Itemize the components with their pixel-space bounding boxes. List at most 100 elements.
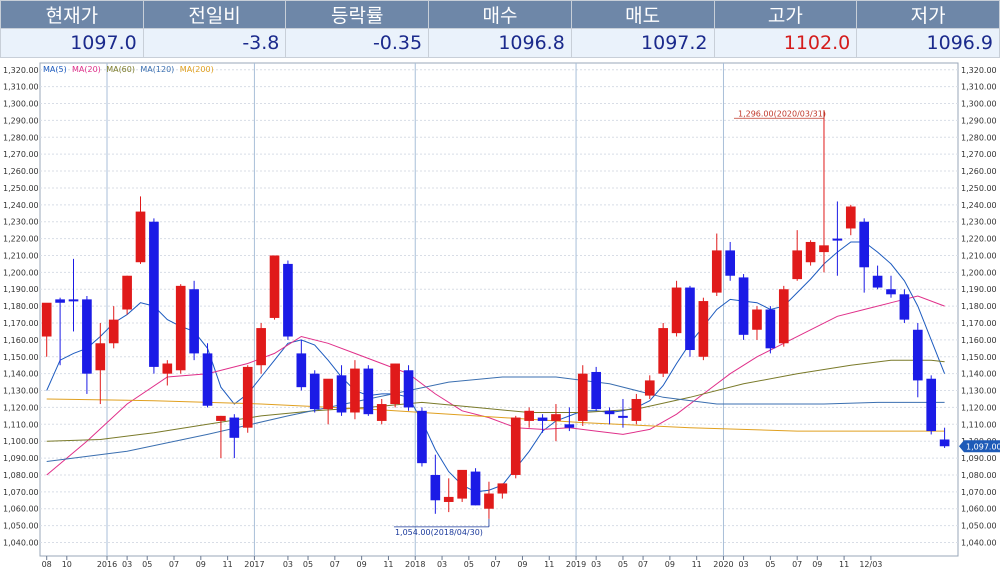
x-tick-label: 07 [638,560,648,569]
ma-line-ma20 [46,295,945,476]
x-tick-label: 09 [812,560,822,569]
y-tick-label-left: 1,310.00 [3,83,39,92]
y-tick-label-right: 1,140.00 [961,370,997,379]
value-current-price: 1097.0 [0,28,144,58]
x-tick-label: 05 [464,560,474,569]
candle-body-up [644,380,655,396]
candle-body-up [671,287,682,334]
y-tick-label-right: 1,040.00 [961,538,997,547]
y-tick-label-right: 1,280.00 [961,133,997,142]
candle-body-up [323,378,333,410]
candle-body-down [336,375,347,413]
y-tick-label-right: 1,110.00 [961,420,997,429]
candle-body-up [390,363,400,405]
y-tick-label-right: 1,160.00 [961,336,997,345]
y-tick-label-right: 1,060.00 [961,505,997,514]
last-price-label: 1,097.00 [966,442,1000,451]
x-tick-label: 05 [765,560,775,569]
header-high: 고가 [713,0,858,29]
x-tick-label: 2019 [566,560,586,569]
candle-body-down [189,289,199,354]
y-tick-label-left: 1,100.00 [3,437,39,446]
y-tick-label-left: 1,060.00 [3,505,39,514]
x-tick-label: 03 [591,560,601,569]
value-high: 1102.0 [713,28,858,58]
candle-body-down [417,410,427,464]
legend-item: MA(200) [180,65,214,74]
y-tick-label-left: 1,040.00 [3,538,39,547]
candle-body-down [899,294,910,320]
x-tick-label: 12/03 [859,560,882,569]
y-tick-label-left: 1,290.00 [3,116,39,125]
y-tick-label-right: 1,310.00 [961,83,997,92]
y-tick-label-left: 1,220.00 [3,235,39,244]
legend-item: MA(60) [106,65,135,74]
y-tick-label-right: 1,190.00 [961,285,997,294]
candle-body-down [149,221,159,367]
y-tick-label-right: 1,200.00 [961,268,997,277]
y-tick-label-left: 1,140.00 [3,370,39,379]
candle-body-down [685,287,695,351]
candle-body-up [162,363,173,374]
y-tick-label-right: 1,130.00 [961,387,997,396]
candle-body-down [229,417,240,438]
candle-body-down [283,263,293,337]
y-tick-label-right: 1,180.00 [961,302,997,311]
x-tick-label: 11 [544,560,554,569]
x-tick-label: 05 [142,560,152,569]
candle-body-down [591,371,601,410]
quote-header-row: 현재가 전일비 등락률 매수 매도 고가 저가 [0,0,1000,29]
candle-body-down [403,370,414,408]
y-tick-label-left: 1,240.00 [3,201,39,210]
y-tick-label-right: 1,260.00 [961,167,997,176]
y-tick-label-right: 1,090.00 [961,454,997,463]
chart-area[interactable]: 1,040.00 1,040.00 1,050.00 1,050.00 1,060.00… [0,58,1000,571]
x-tick-label: 09 [196,560,206,569]
y-tick-label-right: 1,270.00 [961,150,997,159]
y-tick-label-left: 1,120.00 [3,403,39,412]
legend-item: MA(120) [140,65,174,74]
candle-body-up [524,410,534,421]
header-low: 저가 [856,0,1000,29]
candle-body-down [537,417,548,421]
legend-item: MA(20) [72,65,101,74]
candle-body-down [470,471,481,506]
value-change-rate: -0.35 [285,28,430,58]
y-tick-label-right: 1,230.00 [961,218,997,227]
candle-body-down [912,329,923,381]
y-tick-label-left: 1,190.00 [3,285,39,294]
y-tick-label-right: 1,070.00 [961,488,997,497]
candle-body-up [845,206,856,229]
candle-body-down [82,299,92,374]
candle-body-down [564,424,575,428]
candle-body-down [886,289,896,295]
candle-body-up [805,241,816,263]
candle-body-up [792,250,803,280]
quote-table: 현재가 전일비 등락률 매수 매도 고가 저가 1097.0 -3.8 -0.3… [0,0,1000,58]
candle-body-up [551,414,561,421]
candle-body-down [604,410,615,415]
value-ask: 1097.2 [570,28,715,58]
x-tick-label: 09 [665,560,675,569]
y-tick-label-left: 1,320.00 [3,66,39,75]
candle-body-down [725,250,735,276]
x-tick-label: 03 [437,560,447,569]
x-tick-label: 07 [330,560,340,569]
y-tick-label-right: 1,170.00 [961,319,997,328]
x-tick-label: 2017 [244,560,264,569]
value-low: 1096.9 [856,28,1000,58]
y-tick-label-left: 1,260.00 [3,167,39,176]
x-tick-label: 11 [692,560,702,569]
candle-body-up [711,250,722,293]
candle-body-down [832,238,843,241]
x-tick-label: 11 [223,560,233,569]
x-tick-label: 05 [618,560,628,569]
candlestick-chart[interactable]: 1,040.00 1,040.00 1,050.00 1,050.00 1,060.00… [0,58,1000,571]
header-change: 전일비 [142,0,287,29]
x-tick-label: 11 [839,560,849,569]
x-tick-label: 05 [303,560,313,569]
x-tick-label: 10 [62,560,72,569]
x-tick-label: 03 [122,560,132,569]
x-tick-label: 2016 [97,560,117,569]
candle-body-down [872,275,883,288]
